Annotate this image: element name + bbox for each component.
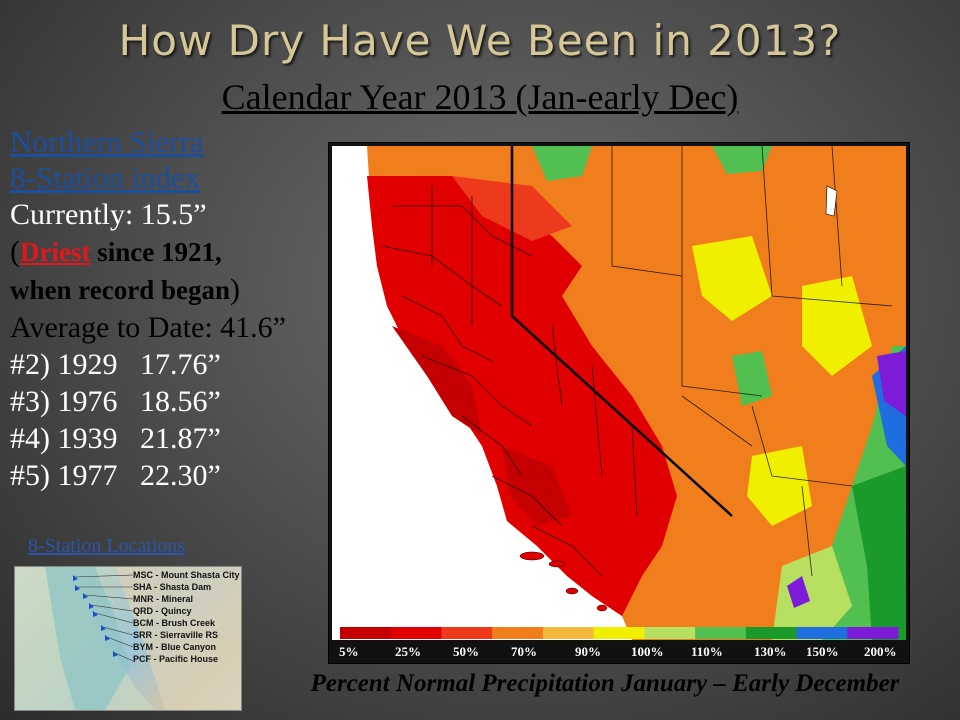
stats-panel: Northern Sierra 8-Station index Currentl… [10,124,340,494]
station-label: QRD - Quincy [133,606,192,616]
driest-note: (Driest since 1921, [10,233,340,271]
map-caption: Percent Normal Precipitation January – E… [310,670,900,697]
station-label: BCM - Brush Creek [133,618,216,628]
legend-labels: 5% 25% 50% 70% 90% 100% 110% 130% 150% 2… [329,642,909,662]
legend-label: 25% [395,644,421,659]
station-label: MNR - Mineral [133,594,194,604]
record-began-text: when record began [10,275,230,305]
legend-swatch [542,627,595,639]
precipitation-map: 5% 25% 50% 70% 90% 100% 110% 130% 150% 2… [328,142,910,664]
legend-swatch [593,627,645,639]
precipitation-map-graphic [332,146,906,640]
legend-colorbar [340,627,899,639]
legend-swatch [644,627,696,639]
legend-swatch [695,627,747,639]
legend-label: 90% [575,644,601,659]
legend-swatch [847,627,899,639]
station-label: PCF - Pacific House [133,654,219,664]
station-label: BYM - Blue Canyon [133,642,217,652]
legend-swatch [492,627,544,639]
legend-swatch [390,627,442,639]
legend-label: 5% [339,644,359,659]
station-label: MSC - Mount Shasta City [133,570,240,580]
station-locations-link[interactable]: 8-Station Locations [28,535,186,557]
slide-subtitle: Calendar Year 2013 (Jan-early Dec) [221,77,739,117]
slide-title: How Dry Have We Been in 2013? [118,16,842,65]
legend-label: 130% [754,644,787,659]
legend-swatch [796,627,848,639]
legend-swatch [340,627,392,639]
station-map-graphic [15,567,241,710]
rank-item: #2) 1929 17.76” [10,348,221,381]
rank-item: #5) 1977 22.30” [10,459,221,492]
average-to-date: Average to Date: 41.6” [10,311,286,344]
current-total: Currently: 15.5” [10,198,207,231]
paren-open: ( [10,235,20,268]
station-labels: MSC - Mount Shasta City SHA - Shasta Dam… [133,569,240,665]
legend-label: 70% [511,644,537,659]
station-label: SRR - Sierraville RS [133,630,219,640]
legend-label: 200% [864,644,897,659]
rank-item: #3) 1976 18.56” [10,385,221,418]
since-text: since 1921, [90,237,222,267]
legend-swatch [745,627,798,639]
legend-label: 110% [691,644,723,659]
legend-label: 150% [806,644,839,659]
region-link-northern-sierra[interactable]: Northern Sierra [10,124,204,159]
rank-item: #4) 1939 21.87” [10,422,221,455]
driest-label: Driest [20,237,91,267]
legend-label: 50% [453,644,479,659]
paren-close: ) [230,273,240,306]
legend-swatch [441,627,493,639]
station-label: SHA - Shasta Dam [133,582,212,592]
record-note: when record began) [10,271,340,309]
station-locations-map: MSC - Mount Shasta City SHA - Shasta Dam… [14,566,242,711]
region-link-8-station-index[interactable]: 8-Station index [10,160,201,195]
legend-label: 100% [631,644,664,659]
